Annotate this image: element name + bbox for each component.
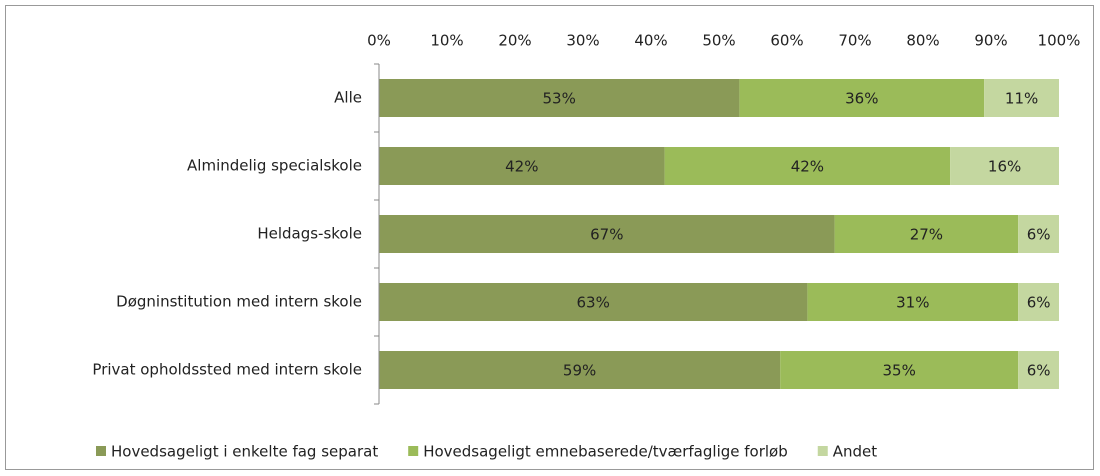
- y-tick-label: Almindelig specialskole: [187, 157, 362, 175]
- y-tick-label: Døgninstitution med intern skole: [116, 293, 362, 311]
- data-label: 42%: [791, 158, 824, 176]
- x-tick-label: 90%: [974, 32, 1007, 50]
- x-tick-label: 40%: [634, 32, 667, 50]
- bar-segment: [664, 147, 951, 185]
- data-label: 11%: [1005, 90, 1038, 108]
- x-tick-label: 20%: [498, 32, 531, 50]
- data-label: 31%: [896, 294, 929, 312]
- y-tick-label: Privat opholdssted med intern skole: [92, 361, 362, 379]
- x-tick-label: 10%: [430, 32, 463, 50]
- legend-label: Hovedsageligt i enkelte fag separat: [111, 443, 378, 461]
- bar-segment: [1018, 215, 1059, 253]
- data-label: 59%: [563, 362, 596, 380]
- bar-segment: [739, 79, 985, 117]
- legend-swatch: [817, 446, 828, 456]
- x-tick-label: 30%: [566, 32, 599, 50]
- x-tick-label: 60%: [770, 32, 803, 50]
- data-label: 35%: [883, 362, 916, 380]
- data-label: 36%: [845, 90, 878, 108]
- legend-swatch: [96, 446, 106, 456]
- data-label: 6%: [1027, 362, 1051, 380]
- data-label: 67%: [590, 226, 623, 244]
- bar-segment: [984, 79, 1059, 117]
- bar-segment: [379, 283, 808, 321]
- data-label: 6%: [1027, 226, 1051, 244]
- data-label: 6%: [1027, 294, 1051, 312]
- x-tick-label: 0%: [367, 32, 391, 50]
- legend-label: Hovedsageligt emnebaserede/tværfaglige f…: [423, 443, 788, 461]
- bar-segment: [834, 215, 1019, 253]
- bar-segment: [379, 351, 781, 389]
- x-tick-label: 70%: [838, 32, 871, 50]
- data-label: 16%: [988, 158, 1021, 176]
- data-label: 27%: [910, 226, 943, 244]
- y-tick-label: Heldags-skole: [257, 225, 362, 243]
- bar-segment: [379, 79, 740, 117]
- x-tick-label: 80%: [906, 32, 939, 50]
- legend-label: Andet: [833, 443, 878, 461]
- data-label: 53%: [543, 90, 576, 108]
- x-tick-label: 100%: [1038, 32, 1081, 50]
- bar-segment: [950, 147, 1059, 185]
- bar-segment: [1018, 283, 1059, 321]
- x-tick-label: 50%: [702, 32, 735, 50]
- bar-segment: [1018, 351, 1059, 389]
- legend-swatch: [408, 446, 419, 456]
- data-label: 63%: [577, 294, 610, 312]
- bar-segment: [379, 147, 665, 185]
- y-tick-label: Alle: [334, 89, 362, 107]
- bar-segment: [780, 351, 1019, 389]
- bar-segment: [807, 283, 1019, 321]
- bar-segment: [379, 215, 835, 253]
- data-label: 42%: [505, 158, 538, 176]
